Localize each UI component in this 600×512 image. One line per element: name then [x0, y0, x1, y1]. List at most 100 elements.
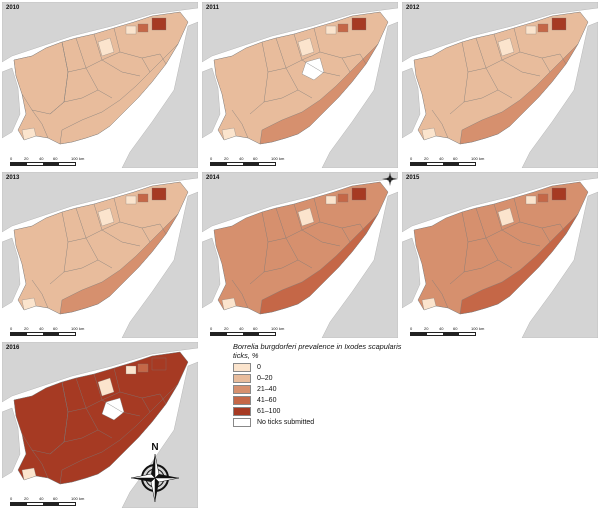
- district-boundary: [263, 259, 299, 273]
- district-boundary: [449, 41, 469, 115]
- zero-area: [297, 37, 315, 57]
- neighbour-land: [2, 172, 198, 233]
- district-boundary: [67, 391, 121, 413]
- urban-cluster: [125, 195, 137, 205]
- map-2010: [2, 2, 198, 168]
- urban-cluster: [137, 193, 149, 203]
- zero-area: [421, 297, 437, 311]
- map-panel-2012: 2012 0 20 40 60 100 km: [402, 2, 598, 168]
- urban-cluster: [525, 195, 537, 205]
- map-2014: [202, 172, 398, 338]
- district-boundary: [75, 377, 113, 439]
- district-boundary: [463, 259, 499, 273]
- map-panel-2011: 2011 0 20 40 60 100 km: [202, 2, 398, 168]
- legend-label: 41–60: [257, 397, 277, 404]
- urban-cluster: [351, 187, 367, 201]
- legend-label: 21–40: [257, 386, 277, 393]
- neighbour-land: [402, 237, 421, 309]
- neighbour-land: [521, 21, 598, 168]
- district-boundary: [159, 223, 167, 235]
- district-boundary: [113, 367, 161, 399]
- district-boundary: [67, 51, 121, 73]
- neighbour-land: [202, 237, 221, 309]
- district-boundary: [267, 51, 321, 73]
- district-boundary: [449, 211, 469, 285]
- legend-swatch: [233, 418, 251, 427]
- neighbour-land: [521, 191, 598, 338]
- district-boundary: [493, 33, 541, 77]
- neighbour-land: [402, 67, 421, 139]
- neighbour-land: [2, 407, 21, 479]
- district-boundary: [275, 37, 313, 99]
- urban-cluster: [337, 23, 349, 33]
- district-boundary: [93, 33, 141, 77]
- district-boundary: [31, 449, 49, 479]
- map-2013: [2, 172, 198, 338]
- neighbour-land: [202, 172, 398, 233]
- legend-item: 21–40: [233, 384, 403, 395]
- scale-bar: 0 20 40 60 100 km: [10, 156, 100, 166]
- district-boundary: [75, 207, 113, 269]
- legend-item: 61–100: [233, 406, 403, 417]
- legend-label: 0: [257, 364, 261, 371]
- district-boundary: [541, 57, 551, 73]
- district-boundary: [467, 51, 521, 73]
- legend-swatch: [233, 363, 251, 372]
- legend-label: 0–20: [257, 375, 273, 382]
- scale-bar: 0 20 40 60 100 km: [410, 326, 500, 336]
- year-label: 2015: [406, 175, 420, 181]
- neighbour-land: [121, 21, 198, 168]
- district-boundary: [63, 89, 99, 103]
- zero-area: [497, 37, 515, 57]
- district-boundary: [141, 57, 151, 73]
- district-boundary: [159, 393, 167, 405]
- district-boundary: [93, 203, 141, 247]
- map-2015: [402, 172, 598, 338]
- urban-cluster: [551, 187, 567, 201]
- district-boundary: [141, 227, 151, 243]
- map-panel-2010: 2010 0 20 40 60 100 km: [2, 2, 198, 168]
- legend-item: 0: [233, 362, 403, 373]
- legend-swatch: [233, 374, 251, 383]
- district-boundary: [475, 37, 513, 99]
- zero-area: [97, 207, 115, 227]
- district-boundary: [359, 53, 367, 65]
- legend: Borrelia burgdorferi prevalence in Ixode…: [233, 342, 403, 428]
- zero-area: [97, 377, 115, 397]
- district-boundary: [559, 53, 567, 65]
- urban-cluster: [337, 193, 349, 203]
- zero-area: [421, 127, 437, 141]
- district-boundary: [467, 221, 521, 243]
- year-label: 2016: [6, 345, 20, 351]
- district-boundary: [275, 207, 313, 269]
- district-boundary: [341, 227, 351, 243]
- neighbour-land: [202, 67, 221, 139]
- scale-bar: 0 20 40 60 100 km: [10, 496, 100, 506]
- district-boundary: [541, 227, 551, 243]
- compass-north-label: N: [151, 442, 158, 453]
- zero-area: [221, 127, 237, 141]
- district-boundary: [49, 211, 69, 285]
- legend-swatch: [233, 407, 251, 416]
- compass-rose-small-icon: [382, 172, 398, 186]
- urban-cluster: [551, 17, 567, 31]
- district-boundary: [293, 33, 341, 77]
- district-boundary: [293, 203, 341, 247]
- district-boundary: [113, 197, 161, 229]
- district-boundary: [49, 41, 69, 115]
- district-boundary: [431, 109, 449, 139]
- district-boundary: [463, 89, 499, 103]
- map-2011: [202, 2, 398, 168]
- district-boundary: [63, 259, 99, 273]
- urban-cluster: [137, 363, 149, 373]
- map-2012: [402, 2, 598, 168]
- district-boundary: [49, 381, 69, 455]
- district-boundary: [249, 41, 269, 115]
- zero-area: [21, 127, 37, 141]
- district-boundary: [431, 279, 449, 309]
- district-boundary: [267, 221, 321, 243]
- district-boundary: [113, 27, 161, 59]
- urban-cluster: [351, 17, 367, 31]
- neighbour-land: [321, 191, 398, 338]
- neighbour-land: [121, 191, 198, 338]
